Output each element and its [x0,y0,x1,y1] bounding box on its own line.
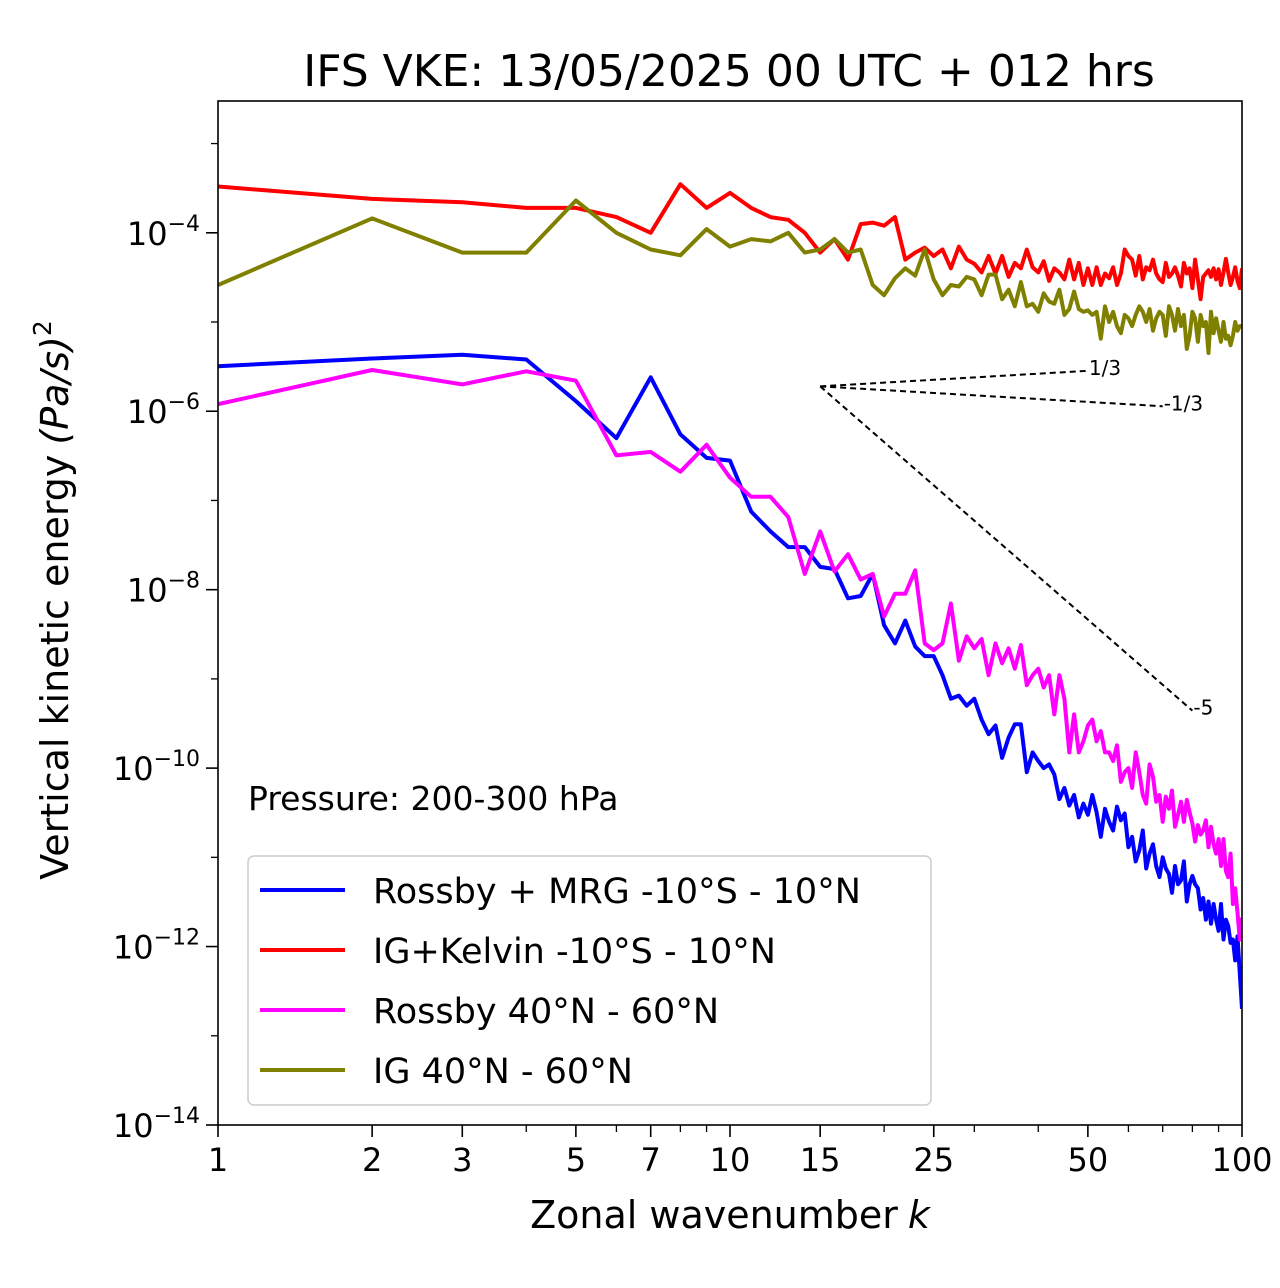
legend-label: Rossby 40°N - 60°N [373,992,719,1032]
x-tick-label: 25 [913,1141,954,1179]
y-axis-label-units: (Pa/s) [33,336,77,444]
series-line-ig-40-n-60-n [218,198,1242,355]
chart-title: IFS VKE: 13/05/2025 00 UTC + 012 hrs [303,46,1155,97]
series-line-rossby-mrg-10-s-10-n [218,352,1242,1010]
y-axis-ticks: 10−4 10−6 10−8 10−10 10−12 10−14 [113,142,218,1145]
x-axis-label-text: Zonal wavenumber [530,1193,898,1237]
series-line-ig-kelvin-10-s-10-n [218,182,1242,302]
pressure-annotation: Pressure: 200-300 hPa [248,779,618,818]
slope-label: -5 [1193,696,1213,720]
x-axis-ticks: 1 2 3 5 7 10 15 25 50 100 [208,1125,1273,1179]
legend: Rossby + MRG -10°S - 10°N IG+Kelvin -10°S… [247,855,932,1106]
x-tick-label: 10 [710,1141,751,1179]
slope-line [820,369,1088,388]
x-axis-label: Zonal wavenumber k [530,1193,932,1237]
slope-line [819,385,1194,712]
x-tick-label: 15 [800,1141,841,1179]
slope-label: 1/3 [1089,356,1121,380]
legend-label: IG+Kelvin -10°S - 10°N [373,932,776,972]
y-tick-label: 10−14 [113,1104,200,1145]
y-tick-label: 10−4 [127,212,200,253]
y-axis-label: Vertical kinetic energy (Pa/s)2 [28,320,77,880]
x-tick-label: 50 [1068,1141,1109,1179]
slope-label: -1/3 [1164,391,1203,415]
x-tick-label: 5 [566,1141,586,1179]
y-tick-label: 10−12 [113,926,200,967]
legend-label: IG 40°N - 60°N [373,1052,633,1092]
y-tick-label: 10−10 [113,747,200,788]
legend-label: Rossby + MRG -10°S - 10°N [373,872,861,912]
x-tick-label: 2 [362,1141,382,1179]
x-tick-label: 3 [452,1141,472,1179]
x-tick-label: 1 [208,1141,228,1179]
plot-lines [218,182,1242,1010]
x-tick-label: 7 [641,1141,661,1179]
x-tick-label: 100 [1211,1141,1272,1179]
x-axis-label-symbol: k [908,1193,932,1237]
y-tick-label: 10−6 [127,390,200,431]
y-axis-label-text: Vertical kinetic energy [33,455,77,880]
reference-slope-lines: 1/3 -1/3 -5 [819,356,1213,720]
legend-box [247,855,932,1106]
y-axis-label-power: 2 [28,320,57,336]
series-line-rossby-40-n-60-n [218,368,1242,942]
y-tick-label: 10−8 [127,569,200,610]
slope-line [820,385,1163,408]
